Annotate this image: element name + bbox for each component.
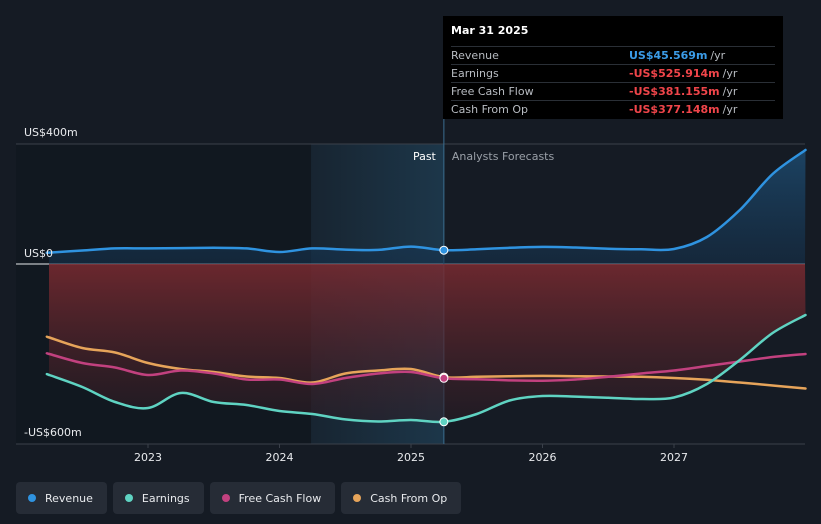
legend-item-earnings[interactable]: Earnings [112, 482, 204, 514]
legend-label: Revenue [45, 491, 93, 505]
tooltip-value: US$45.569m [629, 49, 708, 62]
x-tick-label: 2027 [660, 451, 688, 464]
present-marker-revenue [439, 245, 449, 255]
series-line-earnings [45, 313, 807, 424]
x-tick-label: 2024 [266, 451, 294, 464]
legend-item-revenue[interactable]: Revenue [16, 482, 107, 514]
legend-dot-icon [124, 494, 133, 502]
series-line-free-cash-flow [45, 352, 807, 386]
legend-label: Cash From Op [370, 491, 448, 505]
forecast-label: Analysts Forecasts [452, 150, 555, 163]
present-marker-earnings [439, 417, 449, 427]
tooltip-unit: /yr [722, 103, 738, 116]
tooltip-row-earnings: Earnings -US$525.914m /yr [451, 64, 775, 82]
legend-dot-icon [353, 494, 362, 502]
x-tick-label: 2023 [134, 451, 162, 464]
tooltip-label: Free Cash Flow [451, 85, 534, 98]
x-tick-label: 2025 [397, 451, 425, 464]
legend-label: Earnings [141, 491, 190, 505]
tooltip-unit: /yr [710, 49, 726, 62]
tooltip-unit: /yr [722, 67, 738, 80]
negative-area [49, 264, 806, 422]
tooltip-row-cash-from-op: Cash From Op -US$377.148m /yr [451, 100, 775, 118]
series-line-cash-from-op [45, 335, 807, 390]
legend-item-cash-from-op[interactable]: Cash From Op [341, 482, 462, 514]
tooltip-label: Cash From Op [451, 103, 529, 116]
past-label: Past [413, 150, 437, 163]
tooltip-unit: /yr [722, 85, 738, 98]
tooltip-label: Earnings [451, 67, 499, 80]
tooltip-value: -US$525.914m [629, 67, 720, 80]
series-line-revenue [45, 148, 807, 254]
legend-dot-icon [221, 494, 230, 502]
y-tick-label: US$400m [24, 126, 78, 139]
revenue-area [49, 150, 806, 264]
tooltip-value: -US$381.155m [629, 85, 720, 98]
y-tick-label: -US$600m [24, 426, 82, 439]
tooltip-date: Mar 31 2025 [451, 24, 529, 37]
tooltip-row-free-cash-flow: Free Cash Flow -US$381.155m /yr [451, 82, 775, 100]
y-tick-label: US$0 [24, 247, 53, 260]
tooltip: Mar 31 2025 Revenue US$45.569m /yr Earni… [443, 16, 783, 119]
x-tick-label: 2026 [529, 451, 557, 464]
legend-item-free-cash-flow[interactable]: Free Cash Flow [209, 482, 336, 514]
legend: Revenue Earnings Free Cash Flow Cash Fro… [16, 482, 462, 514]
tooltip-row-revenue: Revenue US$45.569m /yr [451, 46, 775, 64]
legend-label: Free Cash Flow [238, 491, 322, 505]
legend-dot-icon [28, 494, 36, 502]
tooltip-value: -US$377.148m [629, 103, 720, 116]
tooltip-label: Revenue [451, 49, 499, 62]
present-marker-free-cash-flow [439, 373, 449, 383]
